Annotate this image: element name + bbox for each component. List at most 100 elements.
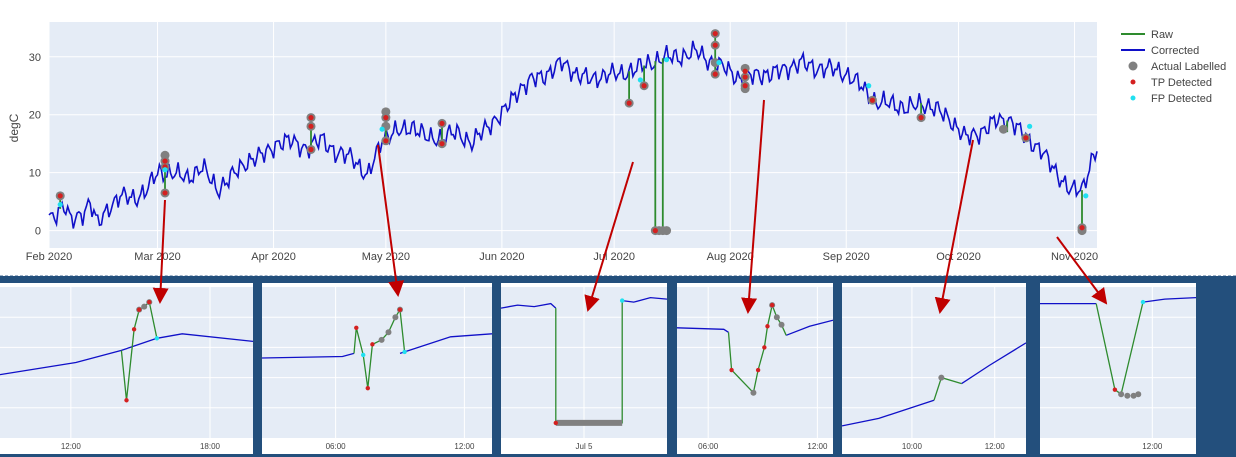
tp-detected-point <box>742 68 748 74</box>
y-tick-label: 0 <box>35 226 41 238</box>
legend-label-fp: FP Detected <box>1151 93 1212 105</box>
zoom-nov-fp-point <box>1140 299 1146 305</box>
fp-detected-point <box>663 57 670 63</box>
zoom-may-corrected-line <box>262 352 355 359</box>
zoom-aug-tp-point <box>729 367 734 373</box>
zoom-oct-corrected-line <box>842 399 935 427</box>
zoom-jul-fp-point <box>619 298 625 303</box>
zoom-may-fp-point <box>361 352 366 358</box>
zoom-may-fp-point <box>402 349 407 355</box>
zoom-panel-may: 06:00 12:00 <box>262 283 492 454</box>
x-tick-label: Feb 2020 <box>26 251 72 263</box>
legend-swatch-fp <box>1130 95 1136 101</box>
x-tick-label: May 2020 <box>362 251 410 263</box>
y-tick-label: 20 <box>29 110 41 122</box>
zoom-mar-tick-label: 18:00 <box>200 442 221 451</box>
actual-labelled-point <box>710 58 720 68</box>
plot-area <box>49 22 1097 248</box>
zoom-jul-tp-point <box>553 420 558 426</box>
tp-detected-point <box>308 115 314 121</box>
legend-label-actual: Actual Labelled <box>1151 61 1226 73</box>
fp-detected-point <box>1083 193 1089 199</box>
x-tick-label: Aug 2020 <box>707 251 754 263</box>
fp-detected-point <box>1027 123 1033 129</box>
zoom-may-tp-point <box>354 325 359 330</box>
tp-detected-point <box>652 228 658 234</box>
fp-detected-series <box>57 57 1089 208</box>
zoom-may-tick-label: 06:00 <box>326 442 347 451</box>
zoom-nov-actual-point <box>1118 391 1125 398</box>
tp-detected-series <box>57 30 1085 234</box>
x-tick-label: Jul 2020 <box>593 251 635 263</box>
tp-detected-point <box>712 42 718 48</box>
zoom-mar-tp-point <box>124 398 129 403</box>
zoom-oct-corrected-line <box>961 342 1026 385</box>
legend-item-fp[interactable]: FP Detected <box>1130 93 1212 105</box>
tp-detected-point <box>162 158 168 164</box>
zoom-aug-corrected-line <box>677 327 729 333</box>
zoom-nov-corrected-line <box>1142 296 1196 303</box>
tp-detected-point <box>1079 225 1085 231</box>
zoom-mar-corrected-line <box>0 337 158 376</box>
zoom-nov-actual-point <box>1124 392 1131 399</box>
y-axis-ticks: 0 10 20 30 <box>29 52 41 238</box>
x-tick-label: Sep 2020 <box>823 251 870 263</box>
actual-labelled-point <box>998 124 1008 134</box>
zoom-mar-fp-point <box>154 336 160 341</box>
zoom-oct-plot-area <box>842 287 1026 438</box>
legend-item-actual[interactable]: Actual Labelled <box>1128 61 1227 73</box>
zoom-aug-actual-point <box>778 321 785 328</box>
tp-detected-point <box>869 97 876 103</box>
zoom-mar-tick-label: 12:00 <box>61 442 82 451</box>
zoom-oct-tick-label: 10:00 <box>902 442 923 451</box>
zoom-may-corrected-line <box>399 333 492 355</box>
tp-detected-point <box>439 120 445 127</box>
x-tick-label: Mar 2020 <box>134 251 180 263</box>
zoom-panel-oct: 10:00 12:00 <box>842 283 1026 454</box>
zoom-oct-actual-point <box>938 374 945 381</box>
tp-detected-point <box>712 71 718 77</box>
zoom-mar-actual-point <box>141 303 148 310</box>
zoom-aug-plot-area <box>677 287 833 438</box>
zoom-aug-tick-label: 06:00 <box>698 442 719 451</box>
tp-detected-point <box>626 100 632 106</box>
legend-label-tp: TP Detected <box>1151 77 1212 89</box>
zoom-aug-tp-point <box>762 345 767 350</box>
zoom-nov-tp-point <box>1112 387 1118 392</box>
y-tick-label: 10 <box>29 168 41 180</box>
zoom-mar-tp-point <box>136 307 142 312</box>
x-tick-label: Nov 2020 <box>1051 251 1098 263</box>
zoom-panel-nov: 12:00 <box>1040 283 1196 454</box>
actual-labelled-point <box>662 226 672 236</box>
zoom-mar-tp-point <box>131 327 137 332</box>
zoom-mar-tp-point <box>147 299 152 305</box>
tp-detected-point <box>742 74 748 80</box>
corrected-line <box>48 40 1098 229</box>
legend[interactable]: Raw Corrected Actual Labelled TP Detecte… <box>1121 29 1226 105</box>
tp-detected-point <box>162 190 168 196</box>
corrected-series <box>48 40 1098 229</box>
zoom-nov-plot-area <box>1040 287 1196 438</box>
tp-detected-point <box>742 83 748 89</box>
tp-detected-point <box>1023 135 1029 141</box>
legend-label-raw: Raw <box>1151 29 1173 41</box>
fp-detected-point <box>162 167 168 173</box>
legend-label-corrected: Corrected <box>1151 45 1199 57</box>
zoom-may-tp-point <box>397 307 403 312</box>
zoom-nov-tick-label: 12:00 <box>1142 442 1163 451</box>
zoom-nov-actual-point <box>1130 392 1137 399</box>
zoom-panel-jul: Jul 5 <box>501 283 667 454</box>
legend-item-corrected[interactable]: Corrected <box>1121 45 1199 57</box>
zoom-nov-actual-point <box>1135 391 1142 398</box>
tp-detected-point <box>918 115 924 121</box>
zoom-aug-tp-point <box>765 324 770 329</box>
grid <box>48 22 1097 248</box>
fp-detected-point <box>637 77 643 83</box>
zoom-may-actual-point <box>392 314 399 321</box>
zoom-aug-actual-point <box>750 389 757 396</box>
legend-item-tp[interactable]: TP Detected <box>1130 77 1212 89</box>
legend-item-raw[interactable]: Raw <box>1121 29 1173 41</box>
zoom-aug-tick-label: 12:00 <box>807 442 828 451</box>
x-tick-label: Oct 2020 <box>936 251 981 263</box>
tp-detected-point <box>383 115 389 121</box>
